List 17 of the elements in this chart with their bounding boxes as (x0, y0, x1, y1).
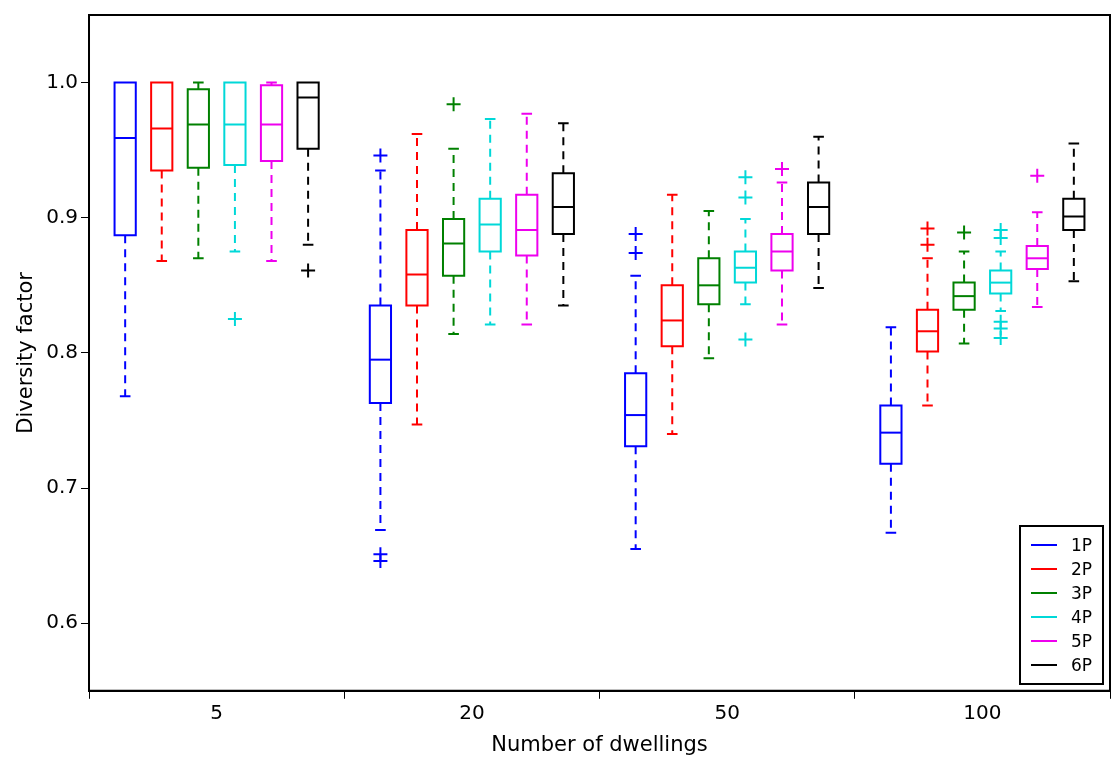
y-tick-label: 0.8 (46, 339, 79, 364)
x-tick-label: 50 (714, 700, 740, 724)
legend-label: 5P (1070, 630, 1092, 651)
legend-label: 3P (1070, 582, 1092, 603)
y-tick-label: 0.9 (46, 203, 79, 228)
x-tick-label: 20 (459, 700, 485, 724)
legend-label: 1P (1070, 534, 1092, 555)
y-tick-label: 1.0 (46, 68, 79, 93)
y-tick-label: 0.7 (46, 474, 79, 499)
legend-label: 2P (1070, 558, 1092, 579)
x-axis-title: Number of dwellings (491, 731, 708, 756)
x-tick-label: 100 (963, 700, 1002, 724)
x-tick-label: 5 (210, 700, 223, 724)
legend-label: 6P (1070, 654, 1092, 675)
y-tick-label: 0.6 (46, 609, 79, 634)
legend-label: 4P (1070, 606, 1092, 627)
y-axis-title: Diversity factor (13, 271, 38, 434)
